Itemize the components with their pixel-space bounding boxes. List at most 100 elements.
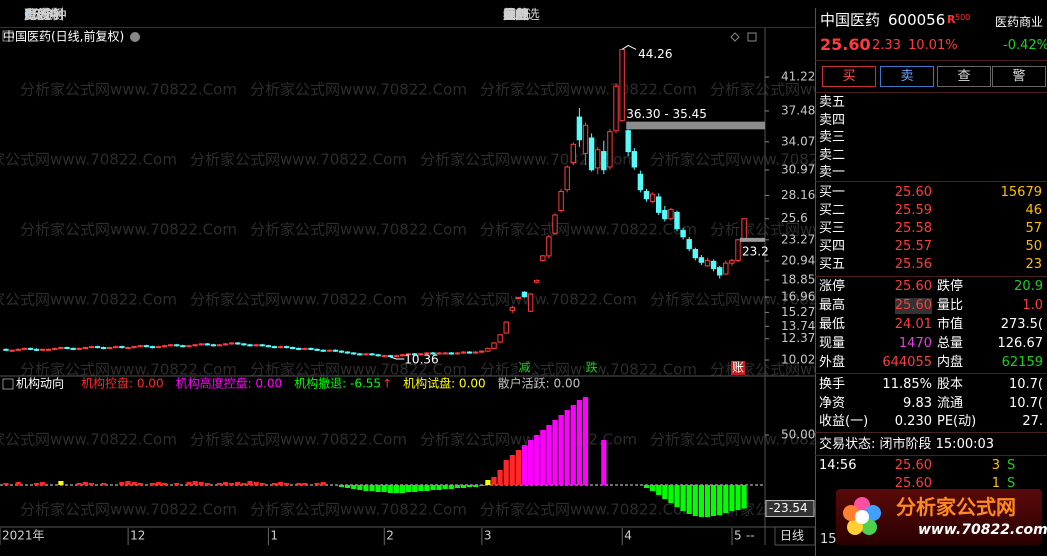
indicator-bar: [33, 483, 40, 485]
tool-button[interactable]: 标记: [503, 8, 530, 23]
bid-price: 25.57: [894, 239, 932, 254]
candle-body: [265, 345, 272, 348]
finance-value: 11.85%: [882, 377, 932, 392]
x-axis-end: --: [746, 529, 755, 543]
candle-body: [576, 116, 583, 141]
indicator-bar: [131, 482, 137, 485]
candle-body: [680, 229, 686, 238]
signal-label: 跌: [586, 360, 598, 375]
indicator-bar: [198, 482, 204, 485]
panel-icon: [2, 30, 14, 42]
period-tab[interactable]: 15分钟: [24, 8, 67, 23]
finance-value: 0.230: [894, 414, 932, 429]
candle-body: [619, 48, 625, 122]
period-tab[interactable]: 5分钟: [24, 8, 59, 23]
indicator-bar: [406, 485, 412, 492]
candle-body: [405, 353, 412, 356]
indicator-bar: [223, 482, 229, 485]
candle-body: [564, 166, 570, 191]
separator: [815, 60, 1047, 61]
period-tab[interactable]: 60分钟: [24, 8, 67, 23]
indicator-bar: [528, 440, 534, 485]
indicator-bar: [3, 483, 9, 485]
tool-button[interactable]: 叠加: [503, 8, 530, 23]
legend-arrow: ↑: [382, 377, 392, 391]
tool-button[interactable]: 统计: [503, 8, 530, 23]
tool-button[interactable]: 画线: [503, 8, 530, 23]
candle-body: [125, 347, 131, 350]
sell-button[interactable]: 卖: [880, 66, 934, 87]
candle-body: [100, 347, 107, 350]
tool-button[interactable]: 复权: [503, 8, 530, 23]
finance-value: 27.: [1022, 414, 1043, 429]
watermark: 分析家公式网www.70822.Com: [480, 221, 697, 239]
chart: 分析家公式网www.70822.Com 分析家公式网www.70822.Com 分析…: [0, 11, 815, 546]
query-button[interactable]: 查: [937, 66, 991, 87]
watermark: 分析家公式网www.70822.Com: [20, 221, 237, 239]
candle-body: [39, 348, 46, 351]
stat-label: 总量: [937, 336, 964, 351]
candle-body: [497, 334, 503, 343]
bid-label: 买一: [819, 185, 846, 200]
x-tick-label: 1: [270, 529, 278, 543]
signal-box: [584, 361, 599, 375]
indicator-bar: [711, 485, 717, 516]
watermark: 分析家公式网www.70822.Com: [250, 501, 467, 519]
indicator-bar: [253, 482, 259, 485]
maximize-icon[interactable]: [747, 32, 757, 42]
x-tick-label: 12: [130, 529, 145, 543]
logo-url: www.70822.com: [918, 522, 1047, 538]
y-tick-label: 50.00: [781, 428, 815, 442]
gap-label: 36.30 - 35.45: [626, 107, 707, 121]
candle-body: [631, 151, 637, 168]
watermark: 分析家公式网www.70822.Com: [20, 501, 237, 519]
indicator-bar: [540, 430, 546, 485]
y-tick-label: 18.85: [781, 272, 815, 286]
candle-body: [168, 344, 174, 347]
settings-icon[interactable]: [130, 32, 140, 42]
indicator-bar: [192, 481, 198, 485]
candle-body: [692, 249, 698, 259]
indicator-bar: [479, 485, 485, 486]
indicator-bar: [668, 485, 674, 503]
stat-label: 最高: [819, 298, 846, 313]
tool-button[interactable]: 返回: [503, 8, 530, 23]
candle-body: [540, 255, 546, 261]
watermark: 分析家公式网www.70822.Com: [710, 221, 815, 239]
tool-button[interactable]: 多股: [503, 8, 530, 23]
indicator-bar: [582, 397, 589, 485]
alert-button[interactable]: 警: [992, 66, 1046, 87]
separator: [815, 432, 1047, 433]
y-tick-label: 25.6: [781, 211, 808, 225]
period-tab[interactable]: 月线: [24, 8, 51, 23]
candle-body: [259, 344, 265, 347]
candle-body: [399, 354, 406, 357]
candle-body: [601, 151, 607, 171]
stock-code: 600056: [888, 11, 946, 29]
period-tab[interactable]: 分时: [24, 8, 51, 23]
chart-option-icon[interactable]: [730, 32, 740, 42]
candle-body: [649, 193, 656, 202]
candle-body: [314, 348, 320, 351]
candle-body: [94, 346, 101, 349]
y-tick-label: 20.94: [781, 253, 815, 267]
tool-button[interactable]: F10: [503, 8, 528, 23]
period-tab[interactable]: 日线: [24, 8, 51, 23]
candle-body: [662, 210, 668, 220]
candle-body: [442, 352, 448, 355]
indicator-bar: [357, 485, 363, 490]
indicator-bar: [314, 483, 320, 485]
period-tab[interactable]: 周线: [24, 8, 51, 23]
badge-sub: 500: [955, 13, 971, 22]
candle-body: [277, 346, 284, 349]
indicator-bar: [570, 405, 576, 485]
period-tab[interactable]: 1分钟: [24, 8, 59, 23]
tool-button[interactable]: +自选: [503, 8, 540, 23]
indicator-bar: [509, 455, 515, 485]
period-tab[interactable]: 更多 〉: [24, 8, 68, 23]
period-tab[interactable]: 30分钟: [24, 8, 67, 23]
period-tab[interactable]: 多周期: [24, 8, 64, 23]
buy-button[interactable]: 买: [822, 66, 876, 87]
candle-body: [241, 343, 247, 346]
candle-body: [418, 353, 424, 356]
